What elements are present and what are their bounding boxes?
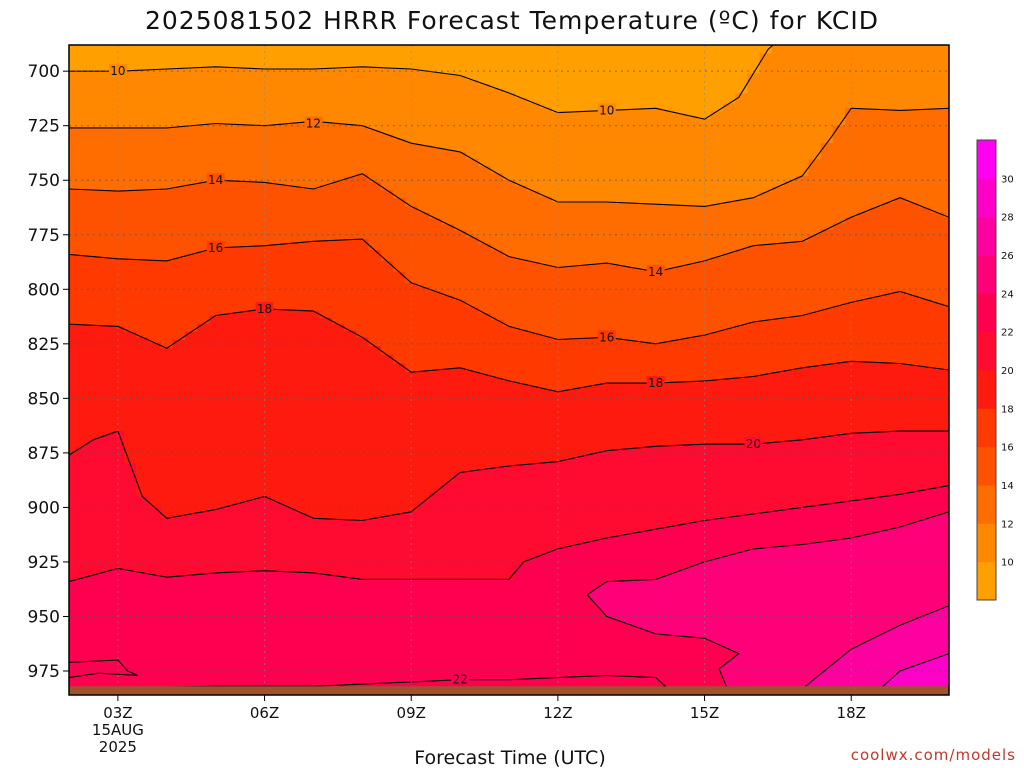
contour-label-bg [646, 376, 665, 390]
plot-area: 10 10 12 14 14 16 16 18 18 20 22 [69, 45, 949, 695]
contour-label: 20 [746, 437, 761, 451]
y-tick-label: 700 [28, 62, 60, 82]
contour-line-24-9 [586, 594, 740, 694]
colorbar-tick-label: 12 [1001, 519, 1014, 530]
colorbar-swatch [977, 331, 996, 371]
x-tick-label: 06Z [250, 704, 279, 722]
colorbar-swatch [977, 485, 996, 524]
x-tick-label: 03Z [103, 704, 132, 722]
contour-label-bg [597, 330, 616, 344]
colorbar-swatch [977, 216, 996, 256]
contour-line-22-12 [69, 659, 138, 679]
colorbar-swatch [977, 446, 996, 486]
contour-label: 22 [452, 673, 467, 687]
colorbar-swatch [977, 408, 996, 448]
colorbar-tick-label: 16 [1001, 443, 1014, 454]
contour-line-22-6 [69, 485, 949, 583]
contour-line-24-8 [586, 511, 949, 596]
y-tick-label: 850 [28, 389, 60, 409]
colorbar-tick-label: 30 [1001, 174, 1014, 185]
colorbar-swatch [977, 561, 996, 601]
contour-label-bg [255, 301, 274, 315]
y-tick-label: 900 [28, 498, 60, 518]
contour-line-10-0 [69, 45, 774, 120]
y-tick-label: 750 [28, 171, 60, 191]
colorbar-tick-label: 20 [1001, 366, 1014, 377]
y-tick-label: 825 [28, 335, 60, 355]
colorbar-swatch [977, 523, 996, 563]
x-tick-label: 18Z [837, 704, 866, 722]
colorbar-swatch [977, 370, 996, 409]
ground-surface [69, 686, 949, 695]
x-tick-label: 09Z [397, 704, 426, 722]
contour-label: 10 [110, 64, 125, 78]
y-tick-label: 975 [28, 662, 60, 682]
contour-label: 12 [306, 117, 321, 131]
colorbar-swatch [977, 255, 996, 294]
contour-label: 14 [208, 173, 223, 187]
colorbar-tick-label: 10 [1001, 558, 1014, 569]
contour-label-bg [304, 116, 323, 130]
contour-line-28-11 [875, 653, 949, 694]
y-tick-label: 800 [28, 280, 60, 300]
x-tick-label: 2025 [99, 738, 137, 756]
contour-label: 16 [208, 241, 223, 255]
chart-title: 2025081502 HRRR Forecast Temperature (ºC… [145, 6, 879, 35]
y-tick-label: 925 [28, 553, 60, 573]
contour-label-bg [108, 64, 127, 78]
x-axis-label: Forecast Time (UTC) [414, 747, 605, 768]
y-tick-label: 775 [28, 226, 60, 246]
contour-line-26-10 [797, 605, 949, 694]
contour-label: 14 [648, 265, 663, 279]
contour-label-bg [451, 672, 470, 686]
contour-label-bg [206, 173, 225, 187]
contour-label-bg [206, 240, 225, 254]
y-tick-label: 875 [28, 444, 60, 464]
colorbar-tick-label: 14 [1001, 481, 1014, 492]
colorbar-tick-label: 24 [1001, 289, 1014, 300]
plot-frame [68, 44, 950, 696]
contour-label: 10 [599, 103, 614, 117]
colorbar-tick-label: 18 [1001, 404, 1014, 415]
y-tick-label: 950 [28, 607, 60, 627]
contour-label-bg [646, 264, 665, 278]
contour-label-bg [744, 437, 763, 451]
x-tick-label: 15Z [690, 704, 719, 722]
contour-label: 18 [257, 302, 272, 316]
axes: 70072575077580082585087590092595097503Z1… [28, 44, 950, 756]
colorbar: 10 12 14 16 18 20 22 24 26 28 30 [976, 139, 1014, 601]
contour-label: 18 [648, 376, 663, 390]
credit-text: coolwx.com/models [851, 746, 1016, 764]
contour-label: 16 [599, 330, 614, 344]
colorbar-swatch [977, 293, 996, 333]
colorbar-swatch [977, 178, 996, 218]
x-tick-label: 12Z [543, 704, 572, 722]
colorbar-swatch [977, 140, 996, 179]
warm-pocket-28 [875, 653, 949, 695]
y-tick-label: 725 [28, 117, 60, 137]
colorbar-tick-label: 28 [1001, 213, 1014, 224]
grid [69, 45, 949, 695]
contour-line-20-5 [69, 430, 949, 522]
contour-line-18-4 [69, 308, 949, 393]
contour-label-bg [597, 103, 616, 117]
x-tick-label: 15AUG [92, 721, 144, 739]
colorbar-tick-label: 26 [1001, 251, 1014, 262]
colorbar-tick-label: 22 [1001, 328, 1014, 339]
